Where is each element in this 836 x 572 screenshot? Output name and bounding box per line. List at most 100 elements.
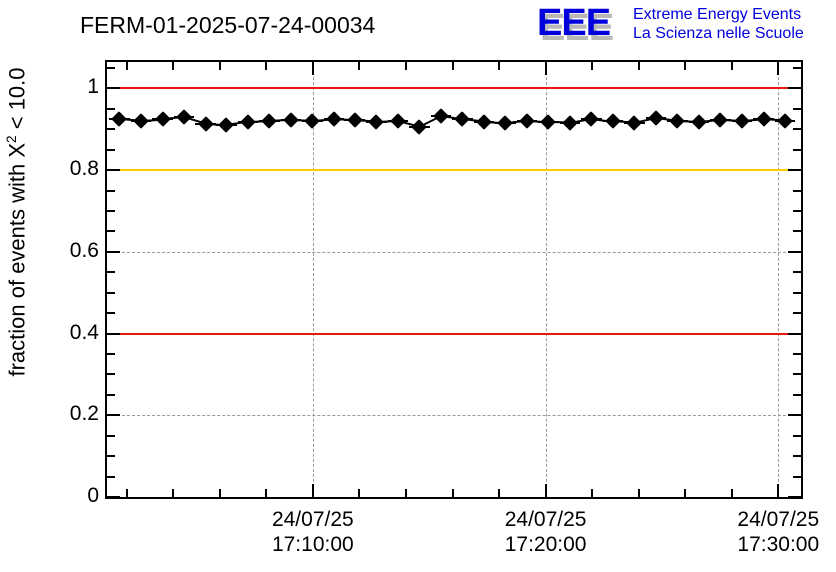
x-tick-top	[498, 62, 501, 70]
data-point[interactable]	[562, 114, 578, 131]
x-tick-top	[730, 62, 733, 70]
x-tick-top	[404, 62, 407, 70]
y-tick	[107, 189, 115, 192]
data-point[interactable]	[755, 111, 772, 127]
x-tick-label-time: 17:20:00	[504, 533, 587, 556]
x-tick-top	[172, 62, 175, 70]
y-tick	[107, 66, 115, 69]
x-tick	[730, 489, 733, 497]
y-tick-right	[788, 496, 801, 497]
reference-line-upper-red-threshold	[107, 87, 801, 90]
x-tick	[498, 489, 501, 497]
y-tick	[107, 496, 120, 497]
y-tick-right	[793, 209, 801, 212]
y-axis-title-pre: fraction of events with X	[4, 142, 30, 377]
data-point[interactable]	[669, 113, 686, 129]
data-point[interactable]	[133, 112, 149, 129]
y-tick	[107, 291, 115, 294]
y-tick	[107, 87, 120, 90]
data-point[interactable]	[476, 114, 492, 130]
y-tick-right	[788, 414, 801, 417]
y-tick-label: 0.6	[69, 238, 99, 262]
data-point[interactable]	[218, 117, 235, 133]
data-point[interactable]	[540, 114, 557, 131]
x-tick	[777, 484, 780, 497]
data-point[interactable]	[261, 113, 278, 129]
x-tick-label-date: 24/07/25	[271, 508, 354, 531]
plot-area	[105, 60, 803, 499]
x-tick	[358, 489, 361, 497]
y-tick	[107, 352, 115, 355]
x-tick	[218, 489, 221, 497]
reference-line-yellow-threshold	[107, 169, 801, 172]
data-point[interactable]	[497, 115, 514, 131]
y-tick-label: 0.8	[69, 157, 99, 181]
data-point[interactable]	[519, 113, 535, 129]
x-tick	[591, 489, 594, 497]
y-tick-label: 1	[87, 75, 99, 99]
data-point[interactable]	[240, 114, 256, 130]
x-tick	[125, 489, 128, 497]
eee-logo: EEE EEE Extreme Energy Events La Scienza…	[537, 2, 833, 47]
y-axis-title: fraction of events with X2 < 10.0	[4, 0, 34, 508]
x-tick	[684, 489, 687, 497]
x-tick-label: 24/07/25 17:20:00	[466, 507, 626, 557]
x-tick	[451, 489, 454, 497]
y-tick-right	[793, 352, 801, 355]
eee-logo-line2: La Scienza nelle Scuole	[633, 25, 804, 42]
data-point[interactable]	[411, 119, 428, 135]
reference-line-lower-red-threshold	[107, 332, 801, 335]
data-point[interactable]	[283, 112, 299, 128]
data-point[interactable]	[691, 114, 707, 130]
data-point[interactable]	[433, 108, 449, 124]
x-tick-top	[451, 62, 454, 70]
y-tick-right	[788, 87, 801, 90]
y-tick	[107, 230, 115, 233]
data-point[interactable]	[368, 114, 385, 130]
eee-logo-mark: EEE EEE	[537, 2, 629, 47]
y-tick	[107, 169, 120, 172]
x-tick-top	[265, 62, 268, 70]
y-tick	[107, 312, 115, 315]
y-tick	[107, 475, 115, 478]
x-tick-top	[218, 62, 221, 70]
data-point[interactable]	[176, 109, 192, 126]
eee-logo-line1: Extreme Energy Events	[633, 6, 802, 23]
data-point[interactable]	[111, 111, 128, 127]
data-point[interactable]	[454, 111, 471, 128]
y-tick-label: 0.2	[69, 402, 99, 426]
y-tick-right	[793, 148, 801, 151]
data-point[interactable]	[626, 115, 643, 131]
y-tick-right	[793, 107, 801, 110]
y-tick	[107, 434, 115, 437]
y-tick-right	[793, 373, 801, 376]
y-tick-right	[793, 312, 801, 315]
y-tick	[107, 128, 115, 131]
y-tick	[107, 332, 120, 335]
data-point[interactable]	[734, 112, 750, 129]
data-point[interactable]	[648, 110, 664, 126]
x-tick-label: 24/07/25 17:10:00	[233, 507, 393, 557]
data-point[interactable]	[605, 113, 621, 130]
data-point[interactable]	[583, 110, 600, 127]
x-tick	[172, 489, 175, 497]
x-tick-top	[637, 62, 640, 70]
data-point[interactable]	[346, 112, 363, 129]
data-point[interactable]	[777, 112, 793, 129]
x-gridline	[778, 62, 780, 497]
y-tick	[107, 393, 115, 396]
y-tick	[107, 414, 120, 417]
x-tick-label-date: 24/07/25	[737, 508, 820, 531]
data-point[interactable]	[326, 111, 342, 127]
data-point[interactable]	[197, 116, 214, 132]
data-point[interactable]	[154, 111, 171, 128]
y-tick	[107, 148, 115, 151]
y-tick-right	[788, 169, 801, 172]
eee-logo-mark-front: EEE	[537, 2, 611, 44]
x-tick	[404, 489, 407, 497]
y-tick-label: 0	[87, 484, 99, 507]
x-tick-top	[777, 62, 780, 75]
data-point[interactable]	[712, 112, 729, 128]
data-point[interactable]	[390, 113, 406, 129]
data-point[interactable]	[304, 112, 321, 129]
